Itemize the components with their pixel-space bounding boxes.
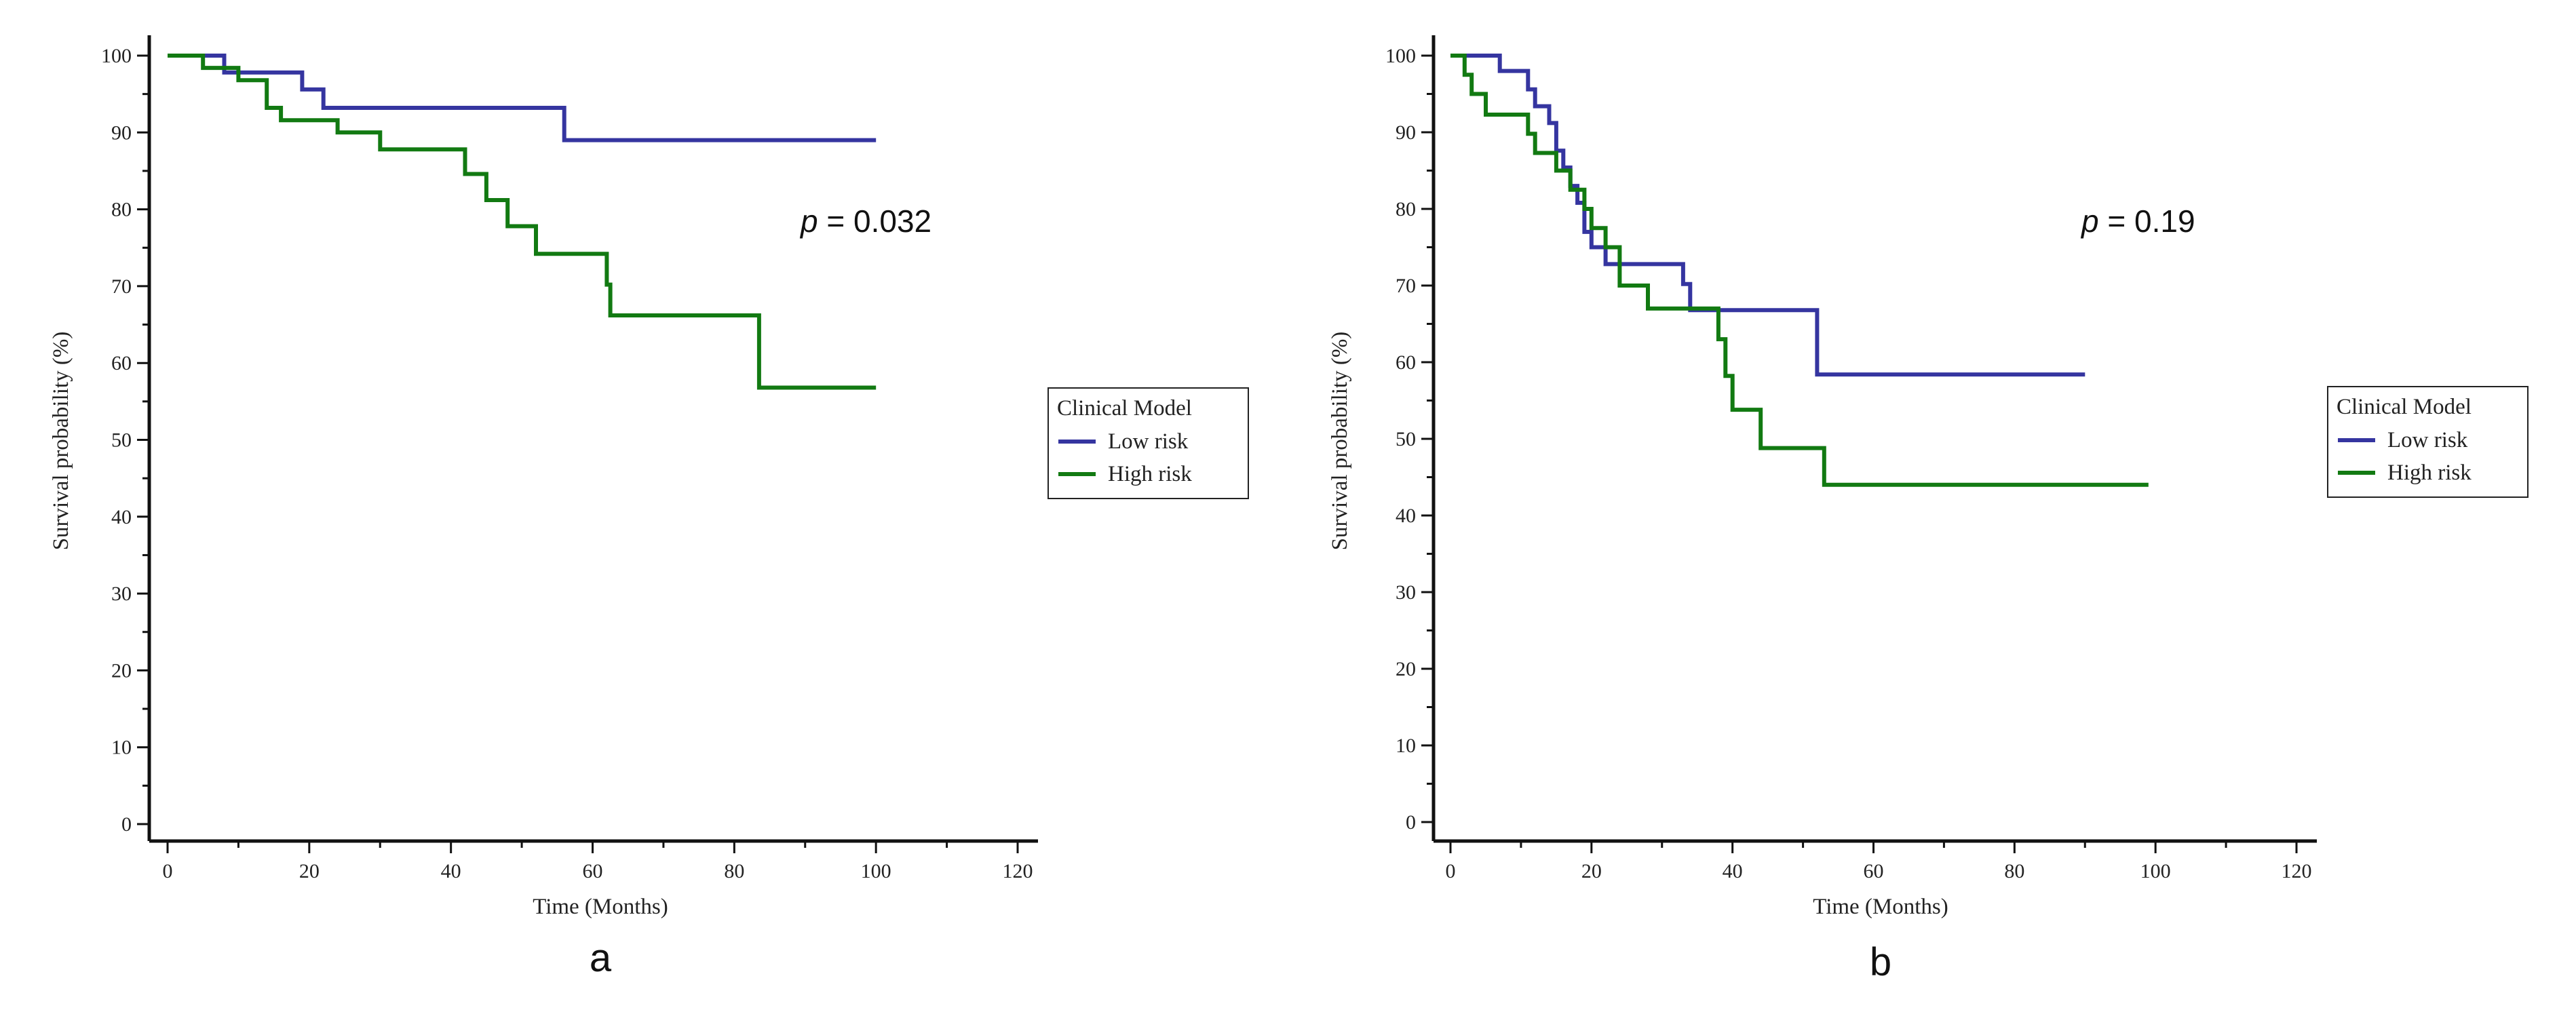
y-tick-label: 60: [1396, 351, 1416, 374]
legend-label-high-risk: High risk: [2387, 461, 2472, 485]
p-value: = 0.19: [2099, 203, 2195, 239]
series-line-low-risk: [168, 54, 877, 142]
panel-letter: b: [1870, 940, 1891, 984]
p-symbol: p: [799, 203, 818, 239]
y-tick-label: 60: [111, 352, 132, 374]
x-axis-label: Time (Months): [1813, 895, 1948, 919]
x-axis-label: Time (Months): [533, 895, 668, 919]
y-tick-label: 70: [111, 275, 132, 298]
legend-label-low-risk: Low risk: [2387, 428, 2468, 452]
legend-label-high-risk: High risk: [1108, 462, 1192, 486]
x-tick-label: 20: [1581, 860, 1602, 882]
legend-title: Clinical Model: [2337, 395, 2472, 419]
x-tick-label: 0: [1446, 860, 1456, 882]
y-tick-label: 50: [111, 429, 132, 452]
x-tick-label: 80: [2004, 860, 2024, 882]
legend: Clinical Model Low risk High risk: [2327, 386, 2529, 498]
y-tick-label: 80: [1396, 198, 1416, 220]
y-tick-label: 20: [1396, 658, 1416, 680]
x-tick-label: 80: [724, 860, 744, 882]
series-line-high-risk: [1450, 54, 2149, 487]
x-tick-label: 120: [2282, 860, 2312, 882]
y-tick-label: 100: [1385, 45, 1416, 67]
y-axis-label: Survival probability (%): [1328, 332, 1352, 551]
y-tick-label: 40: [1396, 505, 1416, 527]
series-line-low-risk: [1450, 54, 2085, 377]
x-tick-label: 0: [163, 860, 173, 882]
y-tick-label: 90: [1396, 121, 1416, 144]
x-tick-label: 60: [1864, 860, 1884, 882]
y-tick-label: 10: [1396, 735, 1416, 757]
p-value-annotation: p = 0.032: [799, 203, 931, 239]
x-tick-label: 40: [441, 860, 461, 882]
x-tick-label: 60: [583, 860, 603, 882]
p-symbol: p: [2080, 203, 2099, 239]
y-tick-label: 50: [1396, 428, 1416, 450]
x-tick-label: 20: [299, 860, 320, 882]
y-tick-label: 90: [111, 121, 132, 144]
x-tick-label: 120: [1003, 860, 1033, 882]
panel-b: 0 10 20 30 40 50 60 70 80 90 100 0 20 40 60 80 100 120 Ti…: [1328, 35, 2529, 984]
y-tick-label: 10: [111, 737, 132, 759]
series-line-high-risk: [168, 54, 877, 390]
x-tick-label: 100: [2140, 860, 2171, 882]
x-tick-label: 40: [1723, 860, 1743, 882]
y-tick-label: 80: [111, 199, 132, 221]
y-axis-label: Survival probability (%): [49, 332, 73, 551]
y-tick-label: 0: [1406, 811, 1416, 834]
p-value: = 0.032: [818, 203, 932, 239]
y-tick-label: 70: [1396, 275, 1416, 297]
legend: Clinical Model Low risk High risk: [1047, 387, 1249, 499]
y-tick-label: 0: [121, 813, 132, 836]
x-tick-label: 100: [861, 860, 891, 882]
y-tick-label: 30: [1396, 581, 1416, 604]
y-tick-label: 40: [111, 506, 132, 528]
y-tick-label: 30: [111, 583, 132, 605]
legend-label-low-risk: Low risk: [1108, 429, 1189, 454]
p-value-annotation: p = 0.19: [2080, 203, 2195, 239]
panel-a: 0 10 20 30 40 50 60 70 80 90 100 0 20 40 60 80 100 120 Ti…: [49, 35, 1249, 980]
panel-letter: a: [590, 936, 612, 980]
legend-title: Clinical Model: [1057, 396, 1192, 421]
y-tick-label: 20: [111, 659, 132, 682]
y-tick-label: 100: [101, 45, 132, 67]
